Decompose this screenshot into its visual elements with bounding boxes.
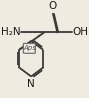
- Text: OH: OH: [73, 27, 89, 37]
- Text: Aps: Aps: [23, 45, 36, 51]
- FancyBboxPatch shape: [23, 43, 35, 53]
- Text: H₂N: H₂N: [1, 26, 20, 36]
- Text: N: N: [27, 79, 34, 89]
- Text: O: O: [49, 1, 57, 11]
- Text: ,,: ,,: [36, 29, 41, 38]
